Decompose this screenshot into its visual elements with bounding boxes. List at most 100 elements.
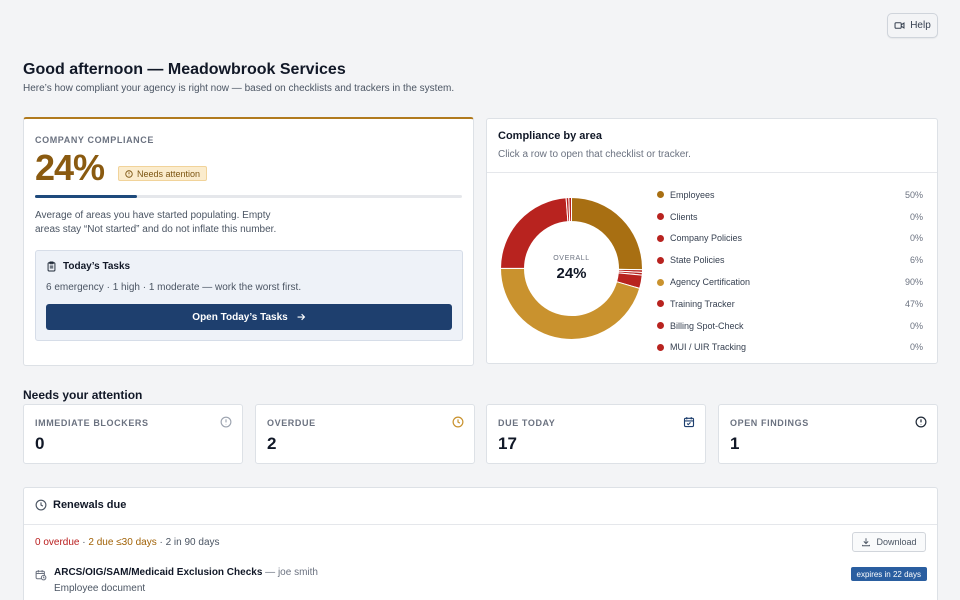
area-row[interactable]: Agency Certification 90% [657,271,923,293]
legend-dot [657,300,664,308]
compliance-donut-chart [500,197,643,340]
stat-label: OVERDUE [267,418,316,428]
area-percent: 47% [904,298,923,309]
page-title: Good afternoon — Meadowbrook Services [23,61,346,78]
area-name: MUI / UIR Tracking [670,342,747,353]
company-compliance-eyebrow: COMPANY COMPLIANCE [35,135,154,145]
download-icon [862,538,871,547]
clock-icon [452,416,464,428]
todays-tasks-title-text: Today’s Tasks [63,261,131,272]
area-name: Company Policies [670,233,743,244]
area-percent: 0% [909,211,923,222]
stat-value: 1 [730,434,740,453]
renewals-title-text: Renewals due [53,499,127,511]
legend-dot [657,234,664,242]
renewals-due-30-count: 2 due ≤30 days [88,537,157,548]
arrow-right-icon [297,313,305,321]
area-row[interactable]: Clients 0% [657,206,923,228]
video-icon [894,22,905,29]
separator: · [79,537,89,548]
area-row[interactable]: Company Policies 0% [657,228,923,250]
company-compliance-card: COMPANY COMPLIANCE 24% Needs attention A… [23,117,474,366]
area-row[interactable]: State Policies 6% [657,249,923,271]
area-row[interactable]: MUI / UIR Tracking 0% [657,337,923,359]
compliance-by-area-card: Compliance by area Click a row to open t… [486,118,938,364]
stat-open-findings[interactable]: OPEN FINDINGS 1 [718,404,938,464]
calendar-clock-icon [35,570,47,581]
area-row[interactable]: Employees 50% [657,184,923,206]
area-percent: 50% [904,189,923,200]
compliance-progress-fill [35,195,138,198]
stat-value: 17 [498,434,517,453]
renewal-item-title: ARCS/OIG/SAM/Medicaid Exclusion Checks [54,567,263,578]
renewals-summary: 0 overdue · 2 due ≤30 days · 2 in 90 day… [35,537,220,548]
legend-dot [657,322,664,330]
area-row[interactable]: Training Tracker 47% [657,293,923,315]
download-label: Download [876,537,917,547]
todays-tasks-panel: Today’s Tasks 6 emergency · 1 high · 1 m… [35,250,463,341]
donut-overall-value: 24% [556,265,587,282]
area-name: State Policies [670,255,725,266]
legend-dot [657,278,664,286]
area-percent: 0% [909,320,923,331]
donut-center: OVERALL 24% [500,197,643,340]
needs-attention-title: Needs your attention [23,388,143,402]
divider [487,172,937,173]
stat-overdue[interactable]: OVERDUE 2 [255,404,475,464]
renewals-title: Renewals due [35,499,126,511]
warning-circle-icon [125,169,133,178]
renewal-item-type: Employee document [54,583,146,594]
legend-dot [657,343,664,351]
renewals-90-count: 2 in 90 days [165,537,220,548]
donut-slice-mui-uir-tracking [568,197,572,223]
area-name: Billing Spot-Check [670,320,744,331]
todays-tasks-title: Today’s Tasks [46,261,130,272]
area-row[interactable]: Billing Spot-Check 0% [657,315,923,337]
help-label: Help [910,20,931,31]
compliance-by-area-subtitle: Click a row to open that checklist or tr… [498,149,691,160]
separator: · [156,537,166,548]
help-button[interactable]: Help [887,13,938,38]
compliance-note: Average of areas you have started popula… [35,210,277,235]
status-badge-label: Needs attention [137,168,201,179]
area-name: Clients [670,211,698,222]
open-todays-tasks-button[interactable]: Open Today’s Tasks [46,304,452,330]
page-subtitle: Here’s how compliant your agency is righ… [23,83,455,94]
compliance-area-list: Employees 50% Clients 0% Company Policies 0% S… [657,184,923,358]
download-button[interactable]: Download [852,532,926,552]
legend-dot [657,213,664,221]
donut-slice-agency-certification [500,267,641,340]
compliance-by-area-title: Compliance by area [498,130,602,142]
area-name: Agency Certification [670,277,751,288]
divider [24,524,937,525]
status-badge: Needs attention [118,166,208,181]
renewals-due-card: Renewals due 0 overdue · 2 due ≤30 days … [23,487,938,600]
stat-value: 0 [35,434,45,453]
renewal-item-name: ARCS/OIG/SAM/Medicaid Exclusion Checks —… [54,567,318,578]
donut-overall-label: OVERALL [553,255,590,262]
area-percent: 6% [909,255,923,266]
compliance-progress-bar [35,195,462,198]
area-percent: 90% [904,277,923,288]
info-circle-icon [915,416,927,428]
stat-due-today[interactable]: DUE TODAY 17 [486,404,706,464]
clock-icon [35,499,47,511]
alert-circle-icon [220,416,232,428]
expires-badge: expires in 22 days [850,567,927,581]
stat-label: OPEN FINDINGS [730,418,809,428]
area-percent: 0% [909,233,923,244]
legend-dot [657,256,664,264]
company-compliance-percent: 24% [35,147,105,188]
stat-label: IMMEDIATE BLOCKERS [35,418,149,428]
todays-tasks-summary: 6 emergency · 1 high · 1 moderate — work… [46,282,302,293]
open-todays-tasks-label: Open Today’s Tasks [192,311,288,323]
area-name: Training Tracker [670,298,735,309]
clipboard-icon [47,261,56,272]
renewals-overdue-count: 0 overdue [35,537,80,548]
legend-dot [657,191,664,199]
renewal-item-owner: — joe smith [262,567,318,578]
calendar-icon [683,417,695,428]
stat-label: DUE TODAY [498,418,556,428]
area-name: Employees [670,189,715,200]
stat-immediate-blockers[interactable]: IMMEDIATE BLOCKERS 0 [23,404,243,464]
